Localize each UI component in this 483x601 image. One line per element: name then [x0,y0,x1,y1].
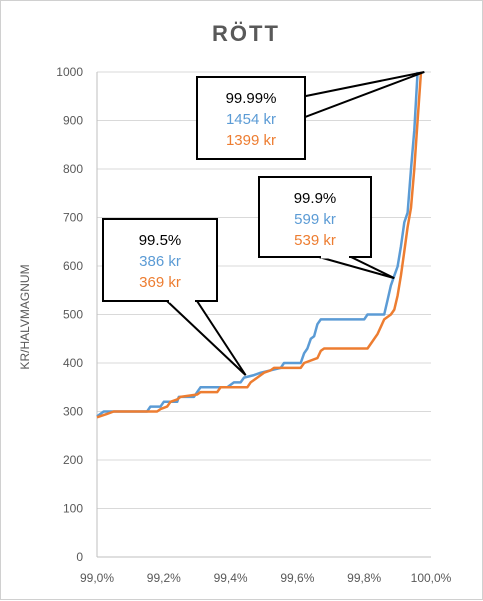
x-tick-label: 99,2% [147,571,181,585]
y-tick-label: 200 [63,453,83,467]
y-axis-label: KR/HALVMAGNUM [18,264,32,369]
series-line-2 [96,71,423,419]
x-tick-label: 100,0% [411,571,452,585]
callout-pointer [299,71,425,119]
y-tick-label: 500 [63,308,83,322]
callout-percentile: 99.99% [226,90,277,107]
callout-blue-value: 1454 kr [226,111,276,128]
callout-blue-value: 386 kr [139,253,181,270]
callout-percentile: 99.5% [139,232,182,249]
y-tick-label: 1000 [56,65,83,79]
y-tick-label: 300 [63,405,83,419]
callout-box [258,176,372,258]
callout-box [102,218,218,302]
callout-orange-value: 369 kr [139,274,181,291]
y-tick-label: 700 [63,211,83,225]
x-tick-label: 99,0% [80,571,114,585]
callout-percentile: 99.9% [294,190,337,207]
callout-orange-value: 1399 kr [226,132,276,149]
callout-pointer [164,300,247,376]
y-tick-label: 800 [63,162,83,176]
x-tick-label: 99,4% [214,571,248,585]
y-tick-label: 900 [63,114,83,128]
chart-title: RÖTT [212,21,280,46]
callout-box [196,76,306,160]
x-tick-label: 99,6% [280,571,314,585]
callout: 99.5% 386 kr 369 kr [102,218,247,376]
y-tick-label: 400 [63,356,83,370]
callout: 99.99% 1454 kr 1399 kr [196,71,425,160]
callout: 99.9% 599 kr 539 kr [258,176,395,280]
y-tick-label: 100 [63,502,83,516]
y-tick-label: 0 [76,550,83,564]
callout-pointer [318,256,395,280]
callout-blue-value: 599 kr [294,211,336,228]
callout-orange-value: 539 kr [294,232,336,249]
x-tick-label: 99,8% [347,571,381,585]
y-tick-label: 600 [63,259,83,273]
